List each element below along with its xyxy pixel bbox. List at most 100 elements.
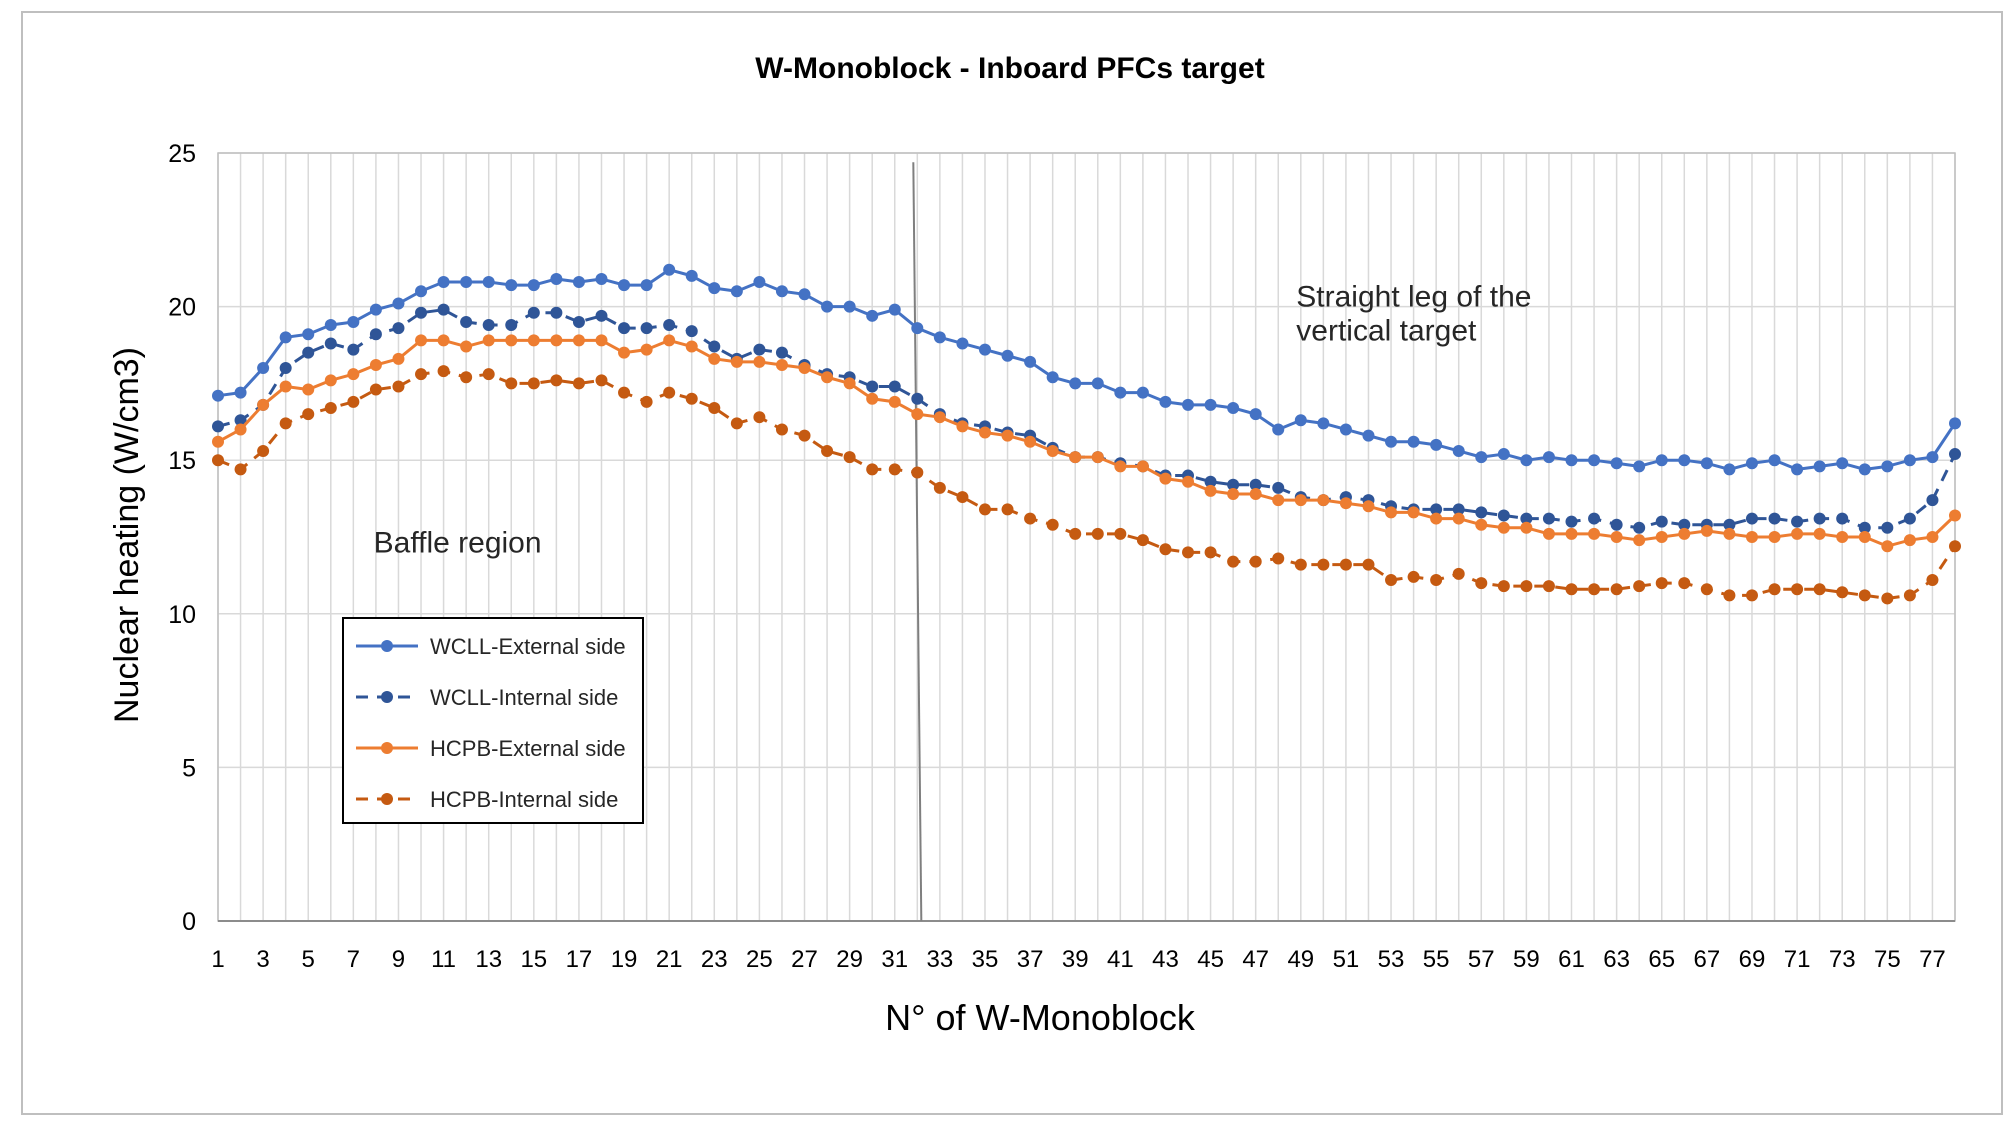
- data-point: [1249, 478, 1262, 491]
- data-point: [1249, 555, 1262, 568]
- data-point: [1339, 423, 1352, 436]
- data-point: [572, 377, 585, 390]
- legend-marker: [381, 691, 393, 703]
- y-tick-label: 5: [182, 754, 196, 782]
- data-point: [685, 392, 698, 405]
- data-point: [1655, 454, 1668, 467]
- x-tick-label: 53: [1378, 946, 1405, 973]
- data-point: [1903, 589, 1916, 602]
- data-point: [1475, 451, 1488, 464]
- data-point: [956, 337, 969, 350]
- data-point: [685, 340, 698, 353]
- data-point: [933, 481, 946, 494]
- data-point: [1204, 398, 1217, 411]
- x-tick-label: 67: [1694, 946, 1721, 973]
- data-point: [640, 322, 653, 335]
- data-point: [1836, 457, 1849, 470]
- data-point: [1362, 500, 1375, 513]
- data-point: [1836, 586, 1849, 599]
- data-point: [572, 334, 585, 347]
- x-tick-label: 29: [836, 946, 863, 973]
- data-point: [415, 285, 428, 298]
- data-point: [1475, 577, 1488, 590]
- data-point: [1114, 386, 1127, 399]
- data-point: [550, 306, 563, 319]
- data-point: [1565, 527, 1578, 540]
- data-point: [1452, 503, 1465, 516]
- data-point: [1294, 414, 1307, 427]
- x-tick-label: 33: [927, 946, 954, 973]
- data-point: [347, 315, 360, 328]
- data-point: [1678, 518, 1691, 531]
- data-point: [279, 380, 292, 393]
- data-point: [324, 319, 337, 332]
- data-point: [1362, 558, 1375, 571]
- data-point: [595, 309, 608, 322]
- data-point: [775, 285, 788, 298]
- data-point: [1362, 429, 1375, 442]
- data-point: [1813, 512, 1826, 525]
- data-point: [1949, 448, 1961, 461]
- data-point: [1114, 527, 1127, 540]
- data-point: [1903, 454, 1916, 467]
- data-point: [1294, 558, 1307, 571]
- data-point: [460, 371, 473, 384]
- vertical-marker-line: [912, 162, 923, 922]
- data-point: [1024, 435, 1037, 448]
- data-point: [1069, 377, 1082, 390]
- data-point: [1407, 435, 1420, 448]
- data-point: [505, 334, 518, 347]
- data-point: [257, 444, 270, 457]
- data-point: [1272, 552, 1285, 565]
- data-point: [347, 343, 360, 356]
- data-point: [595, 272, 608, 285]
- data-point: [482, 276, 495, 289]
- data-point: [708, 401, 721, 414]
- x-tick-label: 3: [256, 946, 269, 973]
- x-tick-label: 47: [1242, 946, 1269, 973]
- data-point: [527, 377, 540, 390]
- data-point: [324, 374, 337, 387]
- data-point: [843, 451, 856, 464]
- x-tick-label: 59: [1513, 946, 1540, 973]
- data-point: [527, 334, 540, 347]
- data-point: [505, 319, 518, 332]
- data-point: [1610, 583, 1623, 596]
- data-point: [1700, 457, 1713, 470]
- data-point: [1723, 589, 1736, 602]
- data-point: [1136, 534, 1149, 547]
- data-point: [1204, 546, 1217, 559]
- legend-marker: [381, 793, 393, 805]
- data-point: [1926, 494, 1939, 507]
- data-point: [1294, 494, 1307, 507]
- data-point: [798, 429, 811, 442]
- chart-title: W-Monoblock - Inboard PFCs target: [755, 52, 1264, 85]
- data-point: [1723, 463, 1736, 476]
- data-point: [279, 417, 292, 430]
- data-point: [505, 377, 518, 390]
- data-point: [911, 392, 924, 405]
- x-tick-label: 55: [1423, 946, 1450, 973]
- data-point: [866, 392, 879, 405]
- x-tick-label: 77: [1919, 946, 1946, 973]
- data-point: [1046, 518, 1059, 531]
- data-point: [392, 322, 405, 335]
- chart-frame: [21, 11, 2003, 1115]
- data-point: [1497, 509, 1510, 522]
- data-point: [1385, 506, 1398, 519]
- y-axis-label: Nuclear heating (W/cm3): [108, 347, 146, 723]
- data-point: [595, 374, 608, 387]
- x-tick-label: 75: [1874, 946, 1901, 973]
- data-point: [212, 420, 224, 433]
- data-point: [1385, 574, 1398, 587]
- annotation-text: Baffle region: [374, 526, 542, 559]
- data-point: [1227, 478, 1240, 491]
- data-point: [302, 408, 315, 421]
- data-point: [1001, 349, 1014, 362]
- data-point: [550, 374, 563, 387]
- x-tick-label: 13: [475, 946, 502, 973]
- data-point: [866, 463, 879, 476]
- x-tick-label: 37: [1017, 946, 1044, 973]
